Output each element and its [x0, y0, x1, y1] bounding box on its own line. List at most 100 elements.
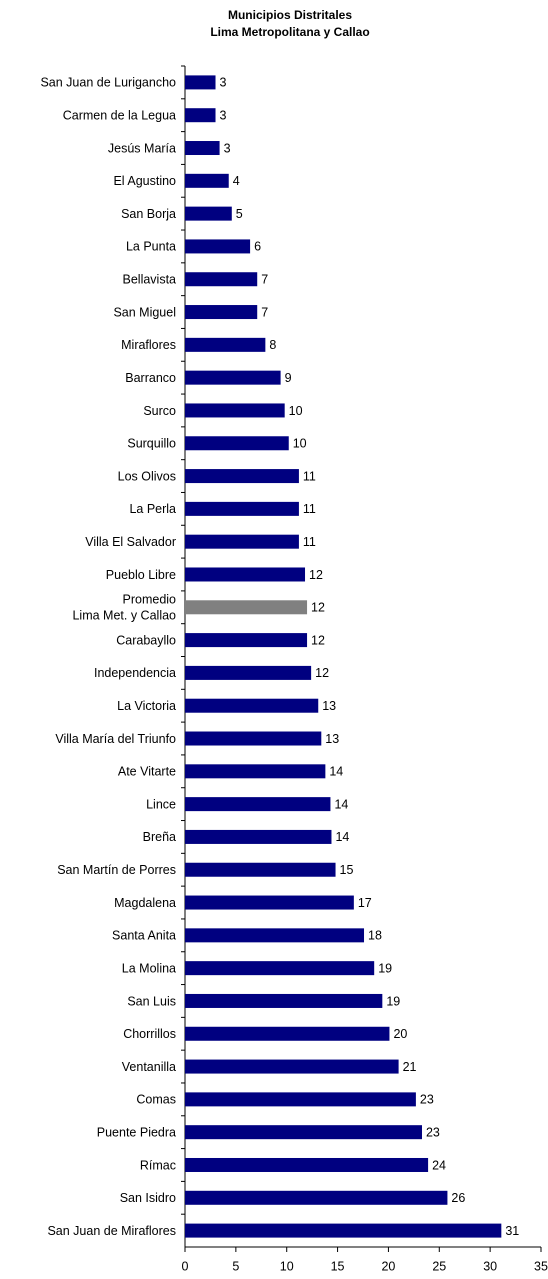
data-label: 5 — [236, 207, 243, 221]
y-tick-label: Rímac — [140, 1158, 176, 1172]
data-label: 10 — [289, 404, 303, 418]
y-tick-label: Promedio Lima Met. y Callao — [72, 593, 176, 623]
bar — [185, 961, 375, 976]
bar — [185, 928, 365, 943]
data-label: 3 — [220, 109, 227, 123]
data-label: 19 — [378, 961, 392, 975]
y-tick-label: San Miguel — [113, 305, 176, 319]
y-tick-label: Jesús María — [108, 141, 176, 155]
data-label: 12 — [309, 568, 323, 582]
bar — [185, 108, 216, 123]
data-label: 18 — [368, 929, 382, 943]
bar — [185, 1157, 429, 1172]
y-tick-label: San Juan de Lurigancho — [40, 76, 176, 90]
data-label: 9 — [285, 371, 292, 385]
y-tick-label: San Luis — [127, 994, 176, 1008]
bar — [185, 797, 331, 812]
y-tick-label: Carmen de la Legua — [63, 109, 176, 123]
y-tick-label: San Martín de Porres — [57, 863, 176, 877]
y-tick-label: Surco — [143, 404, 176, 418]
bar — [185, 633, 308, 648]
bar — [185, 141, 220, 156]
y-tick-label: Villa El Salvador — [85, 535, 176, 549]
y-tick-label: La Punta — [126, 240, 176, 254]
y-tick-label: Breña — [143, 830, 176, 844]
y-tick-label: Lince — [146, 797, 176, 811]
y-tick-label: Bellavista — [123, 273, 177, 287]
y-tick-label: San Borja — [121, 207, 176, 221]
bar — [185, 305, 258, 320]
data-label: 10 — [293, 437, 307, 451]
y-tick-label: San Juan de Miraflores — [47, 1224, 176, 1238]
data-label: 31 — [505, 1224, 519, 1238]
data-label: 11 — [303, 535, 316, 549]
x-tick-label: 15 — [331, 1259, 345, 1273]
y-tick-label: La Perla — [129, 502, 176, 516]
data-label: 24 — [432, 1158, 446, 1172]
chart-subtitle: Lima Metropolitana y Callao — [210, 25, 369, 39]
bar — [185, 829, 332, 844]
y-tick-label: Carabayllo — [116, 633, 176, 647]
bar — [185, 75, 216, 90]
data-label: 17 — [358, 896, 372, 910]
y-tick-label: Independencia — [94, 666, 176, 680]
y-tick-label: Los Olivos — [118, 469, 176, 483]
data-label: 11 — [303, 469, 316, 483]
data-label: 8 — [269, 338, 276, 352]
data-label: 13 — [322, 699, 336, 713]
bar — [185, 436, 289, 451]
x-tick-label: 0 — [182, 1259, 189, 1273]
bar — [185, 1059, 399, 1074]
x-tick-label: 35 — [534, 1259, 548, 1273]
chart-title: Municipios Distritales — [228, 8, 352, 22]
x-tick-label: 5 — [232, 1259, 239, 1273]
bar — [185, 862, 336, 877]
data-label: 21 — [403, 1060, 417, 1074]
data-label: 3 — [224, 141, 231, 155]
data-label: 20 — [393, 1027, 407, 1041]
bar — [185, 567, 306, 582]
x-tick-label: 20 — [381, 1259, 395, 1273]
y-tick-label: Chorrillos — [123, 1027, 176, 1041]
bar — [185, 1026, 390, 1041]
x-tick-label: 10 — [280, 1259, 294, 1273]
data-label: 26 — [451, 1191, 465, 1205]
y-tick-label: Pueblo Libre — [106, 568, 176, 582]
y-tick-label: Santa Anita — [112, 929, 176, 943]
bar — [185, 1223, 502, 1238]
data-label: 3 — [220, 76, 227, 90]
data-label: 7 — [261, 305, 268, 319]
bar — [185, 764, 326, 779]
data-label: 7 — [261, 273, 268, 287]
y-tick-label: La Victoria — [117, 699, 176, 713]
y-tick-label: Ventanilla — [122, 1060, 176, 1074]
bar — [185, 534, 299, 549]
data-label: 11 — [303, 502, 316, 516]
y-tick-label: Barranco — [125, 371, 176, 385]
bar — [185, 173, 229, 188]
bar — [185, 600, 308, 615]
bar — [185, 403, 285, 418]
bar — [185, 698, 319, 713]
y-tick-label: Magdalena — [114, 896, 176, 910]
bar — [185, 501, 299, 516]
data-label: 19 — [386, 994, 400, 1008]
y-tick-label: La Molina — [122, 961, 176, 975]
data-label: 14 — [334, 797, 348, 811]
bar — [185, 239, 251, 254]
y-tick-label: Ate Vitarte — [118, 765, 176, 779]
bar — [185, 1092, 416, 1107]
bar — [185, 1190, 448, 1205]
y-tick-label: San Isidro — [120, 1191, 176, 1205]
data-label: 14 — [335, 830, 349, 844]
data-label: 6 — [254, 240, 261, 254]
bar — [185, 665, 312, 680]
y-tick-label: Villa María del Triunfo — [55, 732, 176, 746]
data-label: 14 — [329, 765, 343, 779]
data-label: 23 — [420, 1093, 434, 1107]
bar — [185, 731, 322, 746]
x-tick-label: 30 — [483, 1259, 497, 1273]
data-label: 12 — [311, 601, 325, 615]
